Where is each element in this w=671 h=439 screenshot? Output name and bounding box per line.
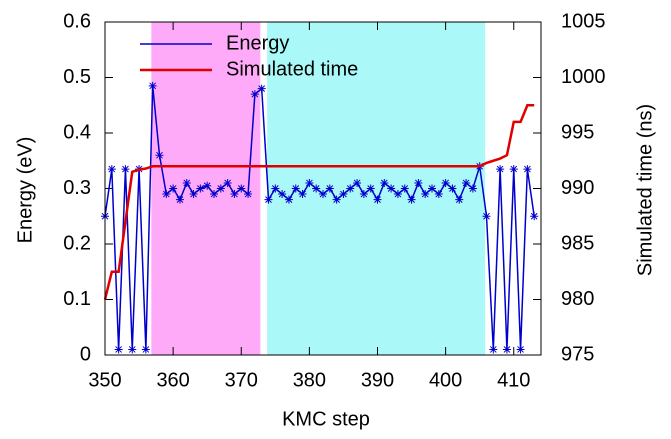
point-marker — [353, 178, 362, 187]
point-marker — [332, 195, 341, 204]
y-tick-label: 0 — [80, 343, 91, 365]
point-marker — [346, 184, 355, 193]
point-marker — [196, 184, 205, 193]
point-marker — [319, 190, 327, 199]
point-marker — [237, 184, 246, 193]
point-marker — [441, 178, 450, 187]
point-marker — [291, 184, 300, 193]
point-marker — [509, 165, 518, 174]
point-marker — [148, 81, 157, 90]
point-marker — [428, 184, 436, 193]
point-marker — [169, 184, 178, 193]
point-marker — [414, 178, 423, 187]
point-marker — [489, 345, 498, 354]
y-tick-label: 0.1 — [63, 288, 91, 310]
point-marker — [455, 195, 464, 204]
point-marker — [203, 181, 212, 190]
point-marker — [189, 190, 198, 199]
y-tick-label: 0.6 — [63, 10, 91, 32]
y2-tick-label: 975 — [561, 343, 594, 365]
point-marker — [278, 190, 287, 199]
point-marker — [482, 212, 491, 221]
point-marker — [380, 178, 389, 187]
point-marker — [462, 178, 471, 187]
point-marker — [434, 190, 443, 199]
point-marker — [516, 345, 525, 354]
point-marker — [468, 184, 477, 193]
point-marker — [107, 165, 116, 174]
y-tick-label: 0.2 — [63, 232, 91, 254]
legend-label: Simulated time — [226, 58, 358, 80]
point-marker — [400, 184, 409, 193]
point-marker — [305, 178, 314, 187]
point-marker — [155, 151, 164, 160]
point-marker — [182, 178, 191, 187]
point-marker — [250, 90, 259, 99]
point-marker — [359, 190, 368, 199]
y2-tick-label: 990 — [561, 177, 594, 199]
point-marker — [393, 190, 402, 199]
point-marker — [325, 184, 334, 193]
point-marker — [530, 212, 539, 221]
point-marker — [502, 345, 511, 354]
point-marker — [312, 184, 321, 193]
point-marker — [271, 184, 280, 193]
x-tick-label: 390 — [361, 369, 394, 391]
y2-tick-label: 985 — [561, 232, 594, 254]
series-line — [103, 104, 535, 300]
point-marker — [121, 165, 130, 174]
legend-label: Energy — [226, 32, 289, 54]
point-marker — [496, 165, 505, 174]
x-tick-label: 360 — [156, 369, 189, 391]
point-marker — [523, 165, 532, 174]
point-marker — [284, 195, 293, 204]
point-marker — [216, 184, 225, 193]
x-tick-label: 380 — [293, 369, 326, 391]
point-marker — [373, 195, 382, 204]
y2-axis-label: Simulated time (ns) — [634, 104, 656, 276]
x-tick-label: 400 — [429, 369, 462, 391]
point-marker — [257, 84, 266, 93]
point-marker — [339, 190, 348, 199]
x-tick-label: 350 — [88, 369, 121, 391]
point-marker — [298, 190, 307, 199]
point-marker — [244, 190, 253, 199]
series-line — [104, 85, 535, 350]
point-marker — [223, 178, 232, 187]
point-marker — [114, 345, 123, 354]
y-tick-label: 0.5 — [63, 66, 91, 88]
x-axis-label: KMC step — [282, 408, 370, 430]
point-marker — [141, 345, 150, 354]
point-marker — [387, 184, 396, 193]
x-tick-label: 410 — [497, 369, 530, 391]
x-tick-label: 370 — [225, 369, 258, 391]
point-marker — [366, 184, 375, 193]
point-marker — [230, 190, 239, 199]
point-marker — [128, 345, 137, 354]
plot-frame — [104, 21, 542, 356]
point-marker — [175, 195, 184, 204]
y-axis-label: Energy (eV) — [14, 137, 36, 244]
y2-tick-label: 995 — [561, 121, 594, 143]
y2-tick-label: 980 — [561, 288, 594, 310]
point-marker — [210, 190, 218, 199]
point-marker — [421, 190, 430, 199]
point-marker — [264, 195, 273, 204]
y-tick-label: 0.3 — [63, 177, 91, 199]
y-tick-label: 0.4 — [63, 121, 91, 143]
point-marker — [162, 190, 171, 199]
y2-tick-label: 1005 — [561, 10, 606, 32]
point-marker — [407, 195, 416, 204]
y2-tick-label: 1000 — [561, 66, 606, 88]
point-marker — [448, 184, 457, 193]
